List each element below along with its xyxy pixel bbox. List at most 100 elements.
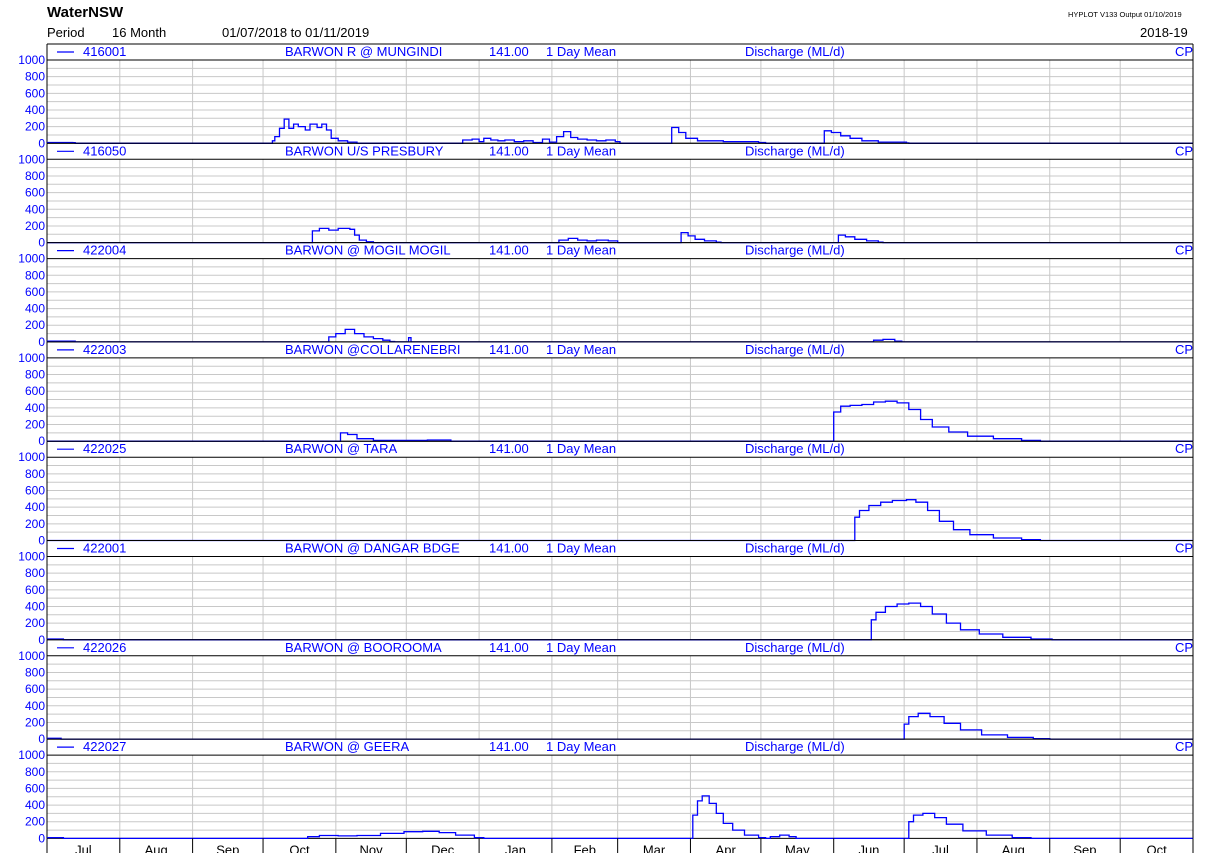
y-tick-label: 200: [25, 120, 45, 134]
station-id: 422001: [83, 541, 126, 556]
variable-code: 141.00: [489, 541, 529, 556]
month-label: May: [785, 842, 810, 853]
discharge-series: [47, 602, 1193, 641]
measure-label: Discharge (ML/d): [745, 541, 845, 556]
station-name: BARWON @ BOOROOMA: [285, 640, 442, 655]
y-tick-label: 600: [25, 484, 45, 498]
station-name: BARWON @ MOGIL MOGIL: [285, 243, 451, 258]
y-tick-label: 1000: [18, 152, 45, 166]
station-name: BARWON @COLLARENEBRI: [285, 342, 461, 357]
discharge-series: [47, 400, 1193, 442]
y-tick-label: 800: [25, 566, 45, 580]
month-label: Jun: [858, 842, 879, 853]
period-length: 16 Month: [112, 25, 167, 40]
y-tick-label: 200: [25, 517, 45, 531]
y-tick-label: 1000: [18, 550, 45, 564]
discharge-series: [47, 795, 1193, 840]
y-tick-label: 600: [25, 583, 45, 597]
measure-label: Discharge (ML/d): [745, 243, 845, 258]
y-tick-label: 200: [25, 715, 45, 729]
y-tick-label: 200: [25, 616, 45, 630]
measure-label: Discharge (ML/d): [745, 342, 845, 357]
date-range: 01/07/2018 to 01/11/2019: [222, 25, 370, 40]
quality-code: CP: [1175, 44, 1193, 59]
y-tick-label: 800: [25, 368, 45, 382]
y-tick-label: 1000: [18, 748, 45, 762]
y-tick-label: 1000: [18, 649, 45, 663]
y-tick-label: 0: [38, 831, 45, 845]
station-id: 416001: [83, 44, 126, 59]
statistic-label: 1 Day Mean: [546, 441, 616, 456]
station-name: BARWON R @ MUNGINDI: [285, 44, 442, 59]
org-title: WaterNSW: [47, 4, 124, 21]
version-info: HYPLOT V133 Output 01/10/2019: [1068, 10, 1182, 19]
y-tick-label: 600: [25, 384, 45, 398]
y-tick-label: 600: [25, 285, 45, 299]
variable-code: 141.00: [489, 143, 529, 158]
y-tick-label: 400: [25, 103, 45, 117]
y-tick-label: 200: [25, 815, 45, 829]
variable-code: 141.00: [489, 739, 529, 754]
y-tick-label: 400: [25, 302, 45, 316]
statistic-label: 1 Day Mean: [546, 243, 616, 258]
statistic-label: 1 Day Mean: [546, 541, 616, 556]
month-label: Jan: [505, 842, 526, 853]
month-label: Apr: [716, 842, 737, 853]
y-tick-label: 800: [25, 467, 45, 481]
y-tick-label: 600: [25, 682, 45, 696]
y-tick-label: 400: [25, 401, 45, 415]
month-label: Jul: [75, 842, 92, 853]
variable-code: 141.00: [489, 441, 529, 456]
station-name: BARWON @ GEERA: [285, 739, 410, 754]
y-tick-label: 400: [25, 500, 45, 514]
quality-code: CP: [1175, 243, 1193, 258]
measure-label: Discharge (ML/d): [745, 143, 845, 158]
month-label: Nov: [360, 842, 384, 853]
season-label: 2018-19: [1140, 25, 1188, 40]
y-tick-label: 800: [25, 268, 45, 282]
y-tick-label: 400: [25, 599, 45, 613]
discharge-series: [47, 328, 1193, 343]
statistic-label: 1 Day Mean: [546, 44, 616, 59]
measure-label: Discharge (ML/d): [745, 441, 845, 456]
discharge-series: [47, 227, 1193, 244]
discharge-series: [47, 118, 1193, 144]
quality-code: CP: [1175, 640, 1193, 655]
statistic-label: 1 Day Mean: [546, 739, 616, 754]
month-label: Aug: [145, 842, 168, 853]
quality-code: CP: [1175, 143, 1193, 158]
y-tick-label: 400: [25, 202, 45, 216]
station-name: BARWON @ DANGAR BDGE: [285, 541, 460, 556]
month-label: Mar: [643, 842, 666, 853]
month-label: Jul: [932, 842, 949, 853]
quality-code: CP: [1175, 541, 1193, 556]
y-tick-label: 1000: [18, 450, 45, 464]
y-tick-label: 800: [25, 70, 45, 84]
y-tick-label: 0: [38, 732, 45, 746]
station-id: 422027: [83, 739, 126, 754]
station-id: 422026: [83, 640, 126, 655]
station-id: 422003: [83, 342, 126, 357]
station-id: 422004: [83, 243, 126, 258]
y-tick-label: 200: [25, 219, 45, 233]
statistic-label: 1 Day Mean: [546, 143, 616, 158]
discharge-series: [47, 712, 1193, 740]
station-id: 416050: [83, 143, 126, 158]
y-tick-label: 600: [25, 781, 45, 795]
measure-label: Discharge (ML/d): [745, 44, 845, 59]
y-tick-label: 600: [25, 186, 45, 200]
y-tick-label: 800: [25, 765, 45, 779]
variable-code: 141.00: [489, 342, 529, 357]
y-tick-label: 200: [25, 418, 45, 432]
month-label: Sep: [216, 842, 239, 853]
y-tick-label: 0: [38, 136, 45, 150]
y-tick-label: 400: [25, 699, 45, 713]
month-label: Feb: [574, 842, 596, 853]
month-label: Sep: [1073, 842, 1096, 853]
y-tick-label: 1000: [18, 351, 45, 365]
month-label: Aug: [1002, 842, 1025, 853]
y-tick-label: 0: [38, 434, 45, 448]
station-id: 422025: [83, 441, 126, 456]
month-label: Dec: [431, 842, 455, 853]
variable-code: 141.00: [489, 640, 529, 655]
